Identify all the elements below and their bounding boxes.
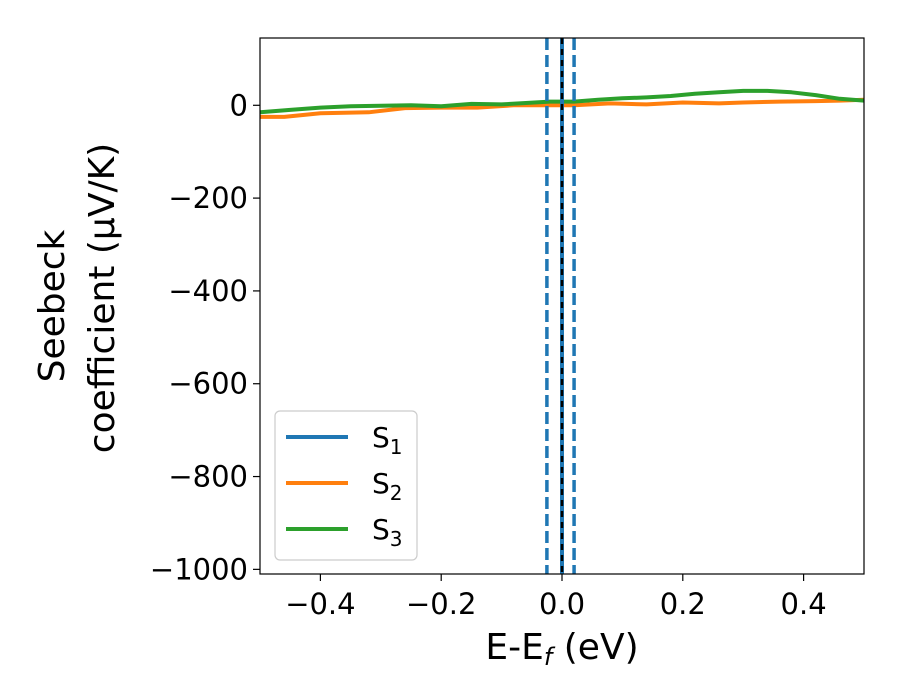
y-tick-label: −800 bbox=[168, 460, 248, 494]
series-layer bbox=[260, 88, 864, 119]
y-tick-label: −200 bbox=[168, 181, 248, 215]
y-axis-label-line1: Seebeck bbox=[32, 229, 73, 382]
x-axis-label: E-Ef (eV) bbox=[485, 627, 638, 671]
series-line-2 bbox=[260, 97, 864, 119]
y-tick-label: −600 bbox=[168, 367, 248, 401]
x-tick-label: 0.4 bbox=[781, 587, 827, 621]
legend-label-1: S1 bbox=[372, 421, 403, 459]
y-tick-label: −400 bbox=[168, 274, 248, 308]
legend-label-3: S3 bbox=[372, 513, 403, 551]
y-axis-label-line2: coefficient (μV/K) bbox=[82, 143, 123, 453]
x-tick-label: 0.0 bbox=[539, 587, 585, 621]
vertical-lines-layer bbox=[545, 38, 576, 574]
legend-box bbox=[274, 410, 418, 561]
legend: S1 S2 S3 bbox=[274, 410, 418, 561]
x-tick-label: −0.4 bbox=[285, 587, 355, 621]
y-tick-label: 0 bbox=[230, 88, 248, 122]
series-line-3 bbox=[260, 88, 864, 115]
y-axis-ticks: 0 −200 −400 −600 −800 −1000 bbox=[150, 88, 260, 586]
x-tick-label: −0.2 bbox=[406, 587, 476, 621]
y-tick-label: −1000 bbox=[150, 552, 248, 586]
legend-label-2: S2 bbox=[372, 467, 403, 505]
x-axis-ticks: −0.4 −0.2 0.0 0.2 0.4 bbox=[285, 574, 827, 621]
x-tick-label: 0.2 bbox=[660, 587, 706, 621]
